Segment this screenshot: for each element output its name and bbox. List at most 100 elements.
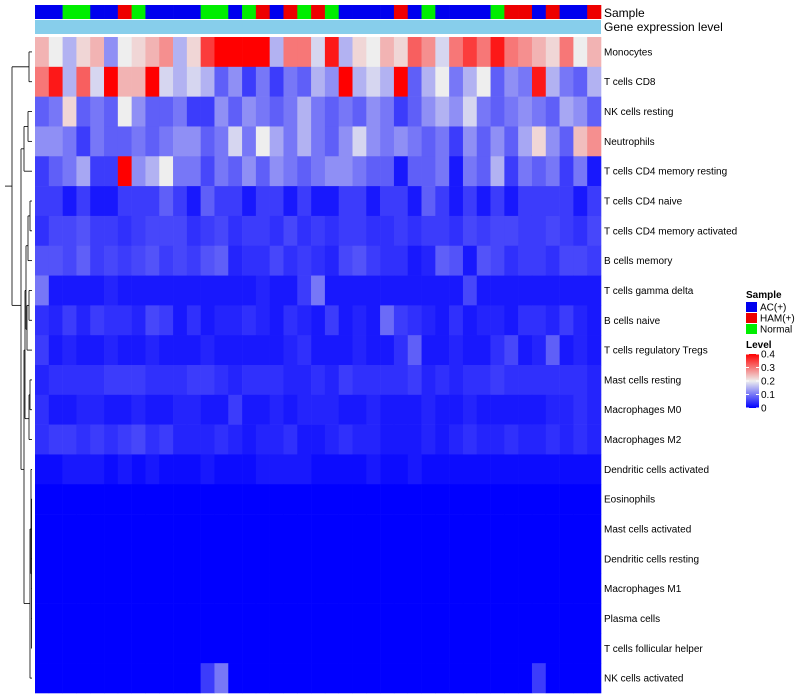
- heatmap-cell: [35, 484, 50, 515]
- heatmap-cell: [393, 66, 409, 97]
- heatmap-cell: [228, 365, 243, 396]
- heatmap-cell: [352, 126, 367, 157]
- heatmap-cell: [393, 633, 409, 664]
- heatmap-cell: [242, 514, 257, 545]
- heatmap-cell: [269, 573, 284, 604]
- sample-annotation-cell: [283, 5, 298, 19]
- heatmap-cell: [131, 484, 146, 515]
- heatmap-cell: [117, 424, 132, 455]
- heatmap-cell: [255, 245, 270, 276]
- heatmap-cell: [48, 365, 63, 396]
- heatmap-cell: [476, 543, 491, 575]
- heatmap-cell: [186, 126, 201, 157]
- heatmap-cell: [421, 484, 436, 515]
- heatmap-cell: [297, 394, 312, 425]
- column-annotation-bars: [35, 5, 602, 34]
- heatmap-cell: [311, 543, 326, 575]
- heatmap-cell: [462, 543, 478, 575]
- heatmap-cell: [462, 394, 478, 425]
- expression-annotation-bar: [35, 20, 601, 34]
- heatmap-cell: [131, 365, 146, 396]
- heatmap-cell: [159, 126, 174, 157]
- heatmap-cell: [283, 663, 298, 694]
- heatmap-cell: [145, 603, 160, 634]
- heatmap-cell: [531, 394, 547, 425]
- heatmap-cell: [159, 454, 174, 485]
- heatmap-cell: [380, 186, 395, 217]
- heatmap-cell: [476, 603, 491, 634]
- heatmap-cell: [145, 66, 160, 97]
- heatmap-cell: [255, 603, 270, 634]
- row-label: T cells CD8: [604, 77, 656, 88]
- heatmap-cell: [311, 514, 326, 545]
- heatmap-cell: [48, 275, 63, 306]
- heatmap-cell: [104, 215, 119, 247]
- annotation-labels: Sample Gene expression level: [604, 6, 723, 34]
- sample-annotation-cell: [200, 5, 215, 19]
- heatmap-cell: [352, 335, 367, 366]
- heatmap-cell: [380, 454, 395, 485]
- sample-annotation-cell: [476, 5, 491, 19]
- heatmap-cell: [462, 335, 478, 366]
- heatmap-cell: [131, 454, 146, 485]
- heatmap-cell: [283, 484, 298, 515]
- heatmap-cell: [352, 156, 367, 187]
- heatmap-cell: [283, 186, 298, 217]
- heatmap-cell: [393, 275, 409, 306]
- heatmap-cell: [587, 424, 602, 455]
- heatmap-cell: [214, 394, 229, 425]
- heatmap-cell: [297, 215, 312, 247]
- heatmap-cell: [587, 215, 602, 247]
- heatmap-cell: [283, 156, 298, 187]
- heatmap-cell: [242, 573, 257, 604]
- row-label: Plasma cells: [604, 614, 660, 625]
- heatmap-cell: [35, 215, 50, 247]
- heatmap-cell: [90, 245, 105, 276]
- heatmap-cell: [421, 156, 436, 187]
- heatmap-cell: [587, 305, 602, 336]
- heatmap-cell: [145, 573, 160, 604]
- heatmap-cell: [228, 215, 243, 247]
- heatmap-cell: [48, 424, 63, 455]
- heatmap-cell: [311, 484, 326, 515]
- heatmap-cell: [531, 514, 547, 545]
- heatmap-cell: [131, 275, 146, 306]
- heatmap-cell: [269, 126, 284, 157]
- heatmap-cell: [435, 424, 450, 455]
- heatmap-cell: [518, 335, 533, 366]
- heatmap-cell: [297, 335, 312, 366]
- heatmap-cell: [76, 514, 91, 545]
- heatmap-cell: [255, 514, 270, 545]
- heatmap-cell: [366, 365, 381, 396]
- heatmap-cell: [214, 37, 229, 68]
- heatmap-cell: [173, 514, 188, 545]
- heatmap-cell: [380, 126, 395, 157]
- heatmap-cell: [117, 543, 132, 575]
- heatmap-cell: [504, 305, 519, 336]
- heatmap-cell: [200, 424, 215, 455]
- heatmap-cell: [393, 543, 409, 575]
- heatmap-cell: [186, 514, 201, 545]
- heatmap-cell: [435, 603, 450, 634]
- heatmap-cell: [366, 66, 381, 97]
- heatmap-cell: [352, 186, 367, 217]
- heatmap-cell: [269, 454, 284, 485]
- heatmap-cell: [35, 156, 50, 187]
- heatmap-cell: [269, 335, 284, 366]
- heatmap-cell: [76, 484, 91, 515]
- heatmap-cell: [35, 275, 50, 306]
- heatmap-cell: [90, 454, 105, 485]
- heatmap-cell: [573, 424, 588, 455]
- heatmap-cell: [200, 633, 215, 664]
- heatmap-cell: [200, 663, 215, 694]
- level-tick-label: 0: [761, 404, 767, 415]
- heatmap-cell: [62, 156, 77, 187]
- heatmap-cell: [297, 663, 312, 694]
- row-label: Dendritic cells resting: [604, 554, 699, 565]
- heatmap-cell: [435, 126, 450, 157]
- heatmap-cell: [35, 365, 50, 396]
- heatmap-cell: [462, 365, 478, 396]
- heatmap-cell: [559, 126, 574, 157]
- heatmap-cell: [435, 96, 450, 127]
- heatmap-cell: [393, 245, 409, 276]
